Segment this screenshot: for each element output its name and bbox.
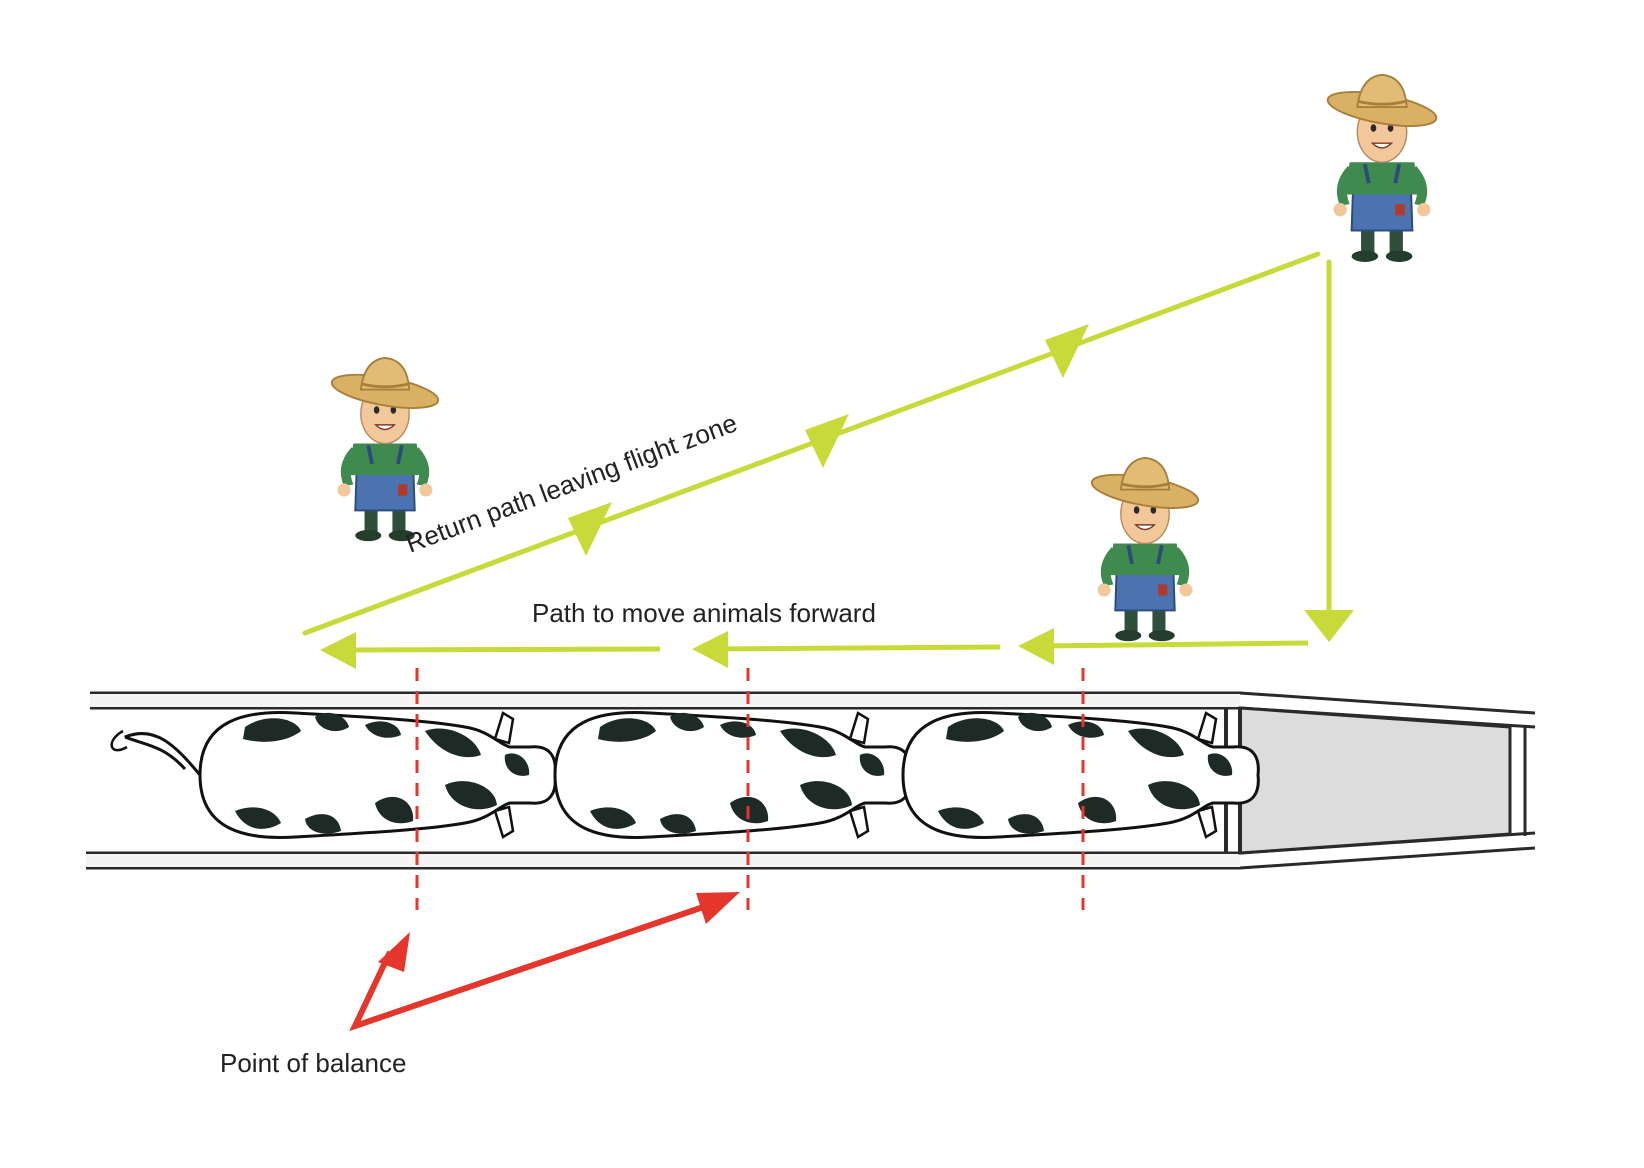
cow-icon: [901, 711, 1260, 839]
forward-path-arrowheads: [320, 628, 1054, 669]
point-of-balance-pointer: [349, 892, 740, 1032]
chute: [86, 691, 1536, 870]
point-of-balance-lines: [415, 668, 1085, 910]
return-path-arrowheads: [568, 324, 1354, 642]
cow-icon: [553, 711, 912, 839]
farmer-icon: [1323, 72, 1441, 264]
forward-path-label: Path to move animals forward: [532, 598, 876, 628]
farmer-icon: [327, 356, 443, 543]
forward-path: [341, 640, 1309, 653]
point-of-balance-label: Point of balance: [220, 1048, 406, 1078]
cow-icon: [110, 711, 557, 839]
farmer-icon: [1087, 456, 1203, 643]
